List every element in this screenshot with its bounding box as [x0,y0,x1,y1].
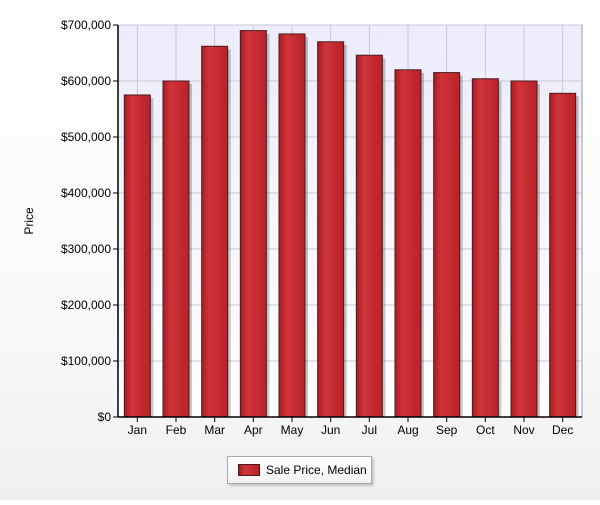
x-tick-label: Apr [244,423,263,437]
legend: Sale Price, Median [227,456,372,484]
plot-area [117,24,583,418]
bar-jun [317,41,345,418]
x-tick-label: Aug [397,423,418,437]
x-tick-label: Nov [513,423,534,437]
x-tick-label: Feb [166,423,187,437]
y-tick-label: $500,000 [61,130,111,144]
x-tick-label: Mar [204,423,225,437]
bar-sep [433,72,461,418]
y-axis-label: Price [22,207,36,235]
y-tick-label: $100,000 [61,354,111,368]
bar-dec [549,92,577,418]
y-tick-label: $600,000 [61,74,111,88]
bar-may [278,33,306,418]
bar-mar [201,45,229,418]
legend-label: Sale Price, Median [266,463,367,477]
x-tick-label: May [281,423,304,437]
bar-nov [510,80,538,418]
y-tick-label: $700,000 [61,18,111,32]
bar-jan [123,94,151,418]
x-tick-label: Jul [362,423,377,437]
bar-jul [355,54,383,418]
x-tick-label: Sep [436,423,458,437]
x-tick-label: Jun [321,423,340,437]
legend-swatch [238,464,260,476]
bar-aug [394,69,422,418]
y-tick-label: $200,000 [61,298,111,312]
y-tick-label: $400,000 [61,186,111,200]
bar-oct [471,78,499,418]
y-tick-label: $300,000 [61,242,111,256]
x-tick-label: Oct [476,423,495,437]
y-tick-labels: $0 $100,000 $200,000 $300,000 $400,000 $500,0… [61,18,111,424]
x-tick-label: Dec [552,423,573,437]
bar-feb [162,80,190,418]
axes [117,25,582,422]
x-tick-label: Jan [128,423,147,437]
bar-apr [239,30,267,418]
bars [123,30,579,418]
x-tick-labels: Jan Feb Mar Apr May Jun Jul Aug Sep Oct Nov Dec [128,423,574,437]
y-tick-label: $0 [98,410,112,424]
